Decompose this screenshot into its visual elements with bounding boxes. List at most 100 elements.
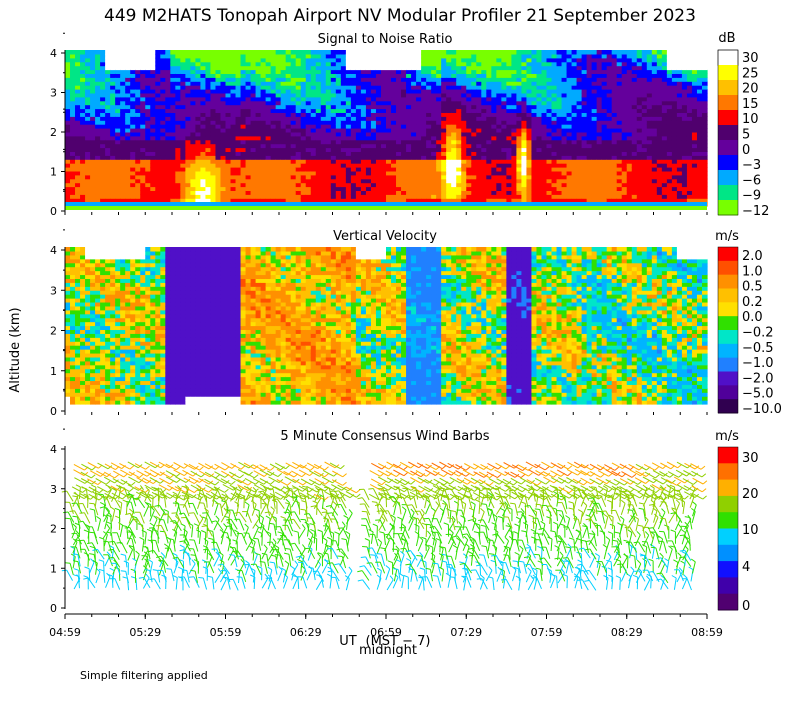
snr-cell xyxy=(506,186,512,191)
snr-cell xyxy=(240,89,247,94)
snr-cell xyxy=(195,53,202,59)
snr-cell xyxy=(265,167,272,172)
snr-cell xyxy=(160,100,166,106)
snr-cell xyxy=(451,120,457,125)
snr-cell xyxy=(386,65,392,71)
snr-cell xyxy=(230,112,237,117)
snr-cell xyxy=(365,108,372,113)
snr-cell xyxy=(130,143,136,149)
snr-cell xyxy=(476,65,482,71)
snr-cell xyxy=(631,155,638,160)
snr-cell xyxy=(295,198,302,203)
snr-cell xyxy=(280,163,287,168)
snr-panel-title: Signal to Noise Ratio xyxy=(318,32,453,47)
snr-cell xyxy=(270,89,277,94)
snr-cell xyxy=(676,174,683,180)
snr-cell xyxy=(170,131,176,137)
snr-cell xyxy=(95,89,101,94)
snr-cell xyxy=(150,120,156,125)
snr-cell xyxy=(436,124,442,129)
snr-cell xyxy=(536,147,543,152)
snr-cell xyxy=(105,190,111,195)
snr-cell xyxy=(110,139,116,145)
snr-cell xyxy=(666,108,673,113)
snr-cell xyxy=(235,104,242,110)
snr-cell xyxy=(140,170,146,176)
snr-cell xyxy=(461,190,467,195)
snr-cell xyxy=(571,73,578,78)
snr-cell xyxy=(380,174,387,180)
snr-cell xyxy=(456,61,462,67)
snr-cell xyxy=(451,65,457,71)
snr-cell xyxy=(230,186,237,191)
snr-cell xyxy=(180,190,186,195)
snr-cell xyxy=(586,198,593,203)
snr-cell xyxy=(365,69,372,74)
snr-cell xyxy=(501,178,507,184)
snr-cell xyxy=(240,92,247,98)
snr-cell xyxy=(426,186,432,191)
snr-cell xyxy=(621,139,628,145)
snr-cell xyxy=(380,167,387,172)
snr-cell xyxy=(676,116,683,121)
snr-cell xyxy=(215,100,222,106)
snr-cell xyxy=(496,104,502,110)
snr-cell xyxy=(611,174,618,180)
snr-cell xyxy=(350,143,357,149)
snr-cell xyxy=(375,124,382,129)
snr-cell xyxy=(185,96,191,102)
snr-cell xyxy=(95,198,101,203)
snr-cell xyxy=(681,170,688,176)
snr-cell xyxy=(641,128,648,133)
snr-cell xyxy=(606,178,613,184)
snr-cell xyxy=(340,151,347,156)
snr-cell xyxy=(125,131,131,137)
snr-cell xyxy=(436,131,442,137)
snr-cell xyxy=(451,73,457,78)
snr-cell xyxy=(245,104,252,110)
snr-cell xyxy=(160,124,166,129)
snr-cell xyxy=(591,174,598,180)
snr-cell xyxy=(536,73,543,78)
snr-cell xyxy=(290,65,297,71)
snr-cell xyxy=(115,61,121,67)
snr-cell xyxy=(125,89,131,94)
snr-cell xyxy=(681,100,688,106)
snr-cell xyxy=(581,159,588,164)
snr-cell xyxy=(100,135,106,141)
snr-cell xyxy=(391,53,397,59)
snr-cell xyxy=(315,53,322,59)
snr-cell xyxy=(370,135,377,141)
snr-cell xyxy=(461,112,467,117)
snr-cell xyxy=(681,147,688,152)
snr-cell xyxy=(616,69,623,74)
snr-cell xyxy=(516,155,523,160)
snr-cell xyxy=(220,174,227,180)
snr-cell xyxy=(250,120,257,125)
snr-cell xyxy=(240,104,247,110)
snr-cell xyxy=(320,186,327,191)
snr-cell xyxy=(621,73,628,78)
snr-cell xyxy=(576,139,583,145)
snr-cell xyxy=(270,182,277,188)
snr-cell xyxy=(245,112,252,117)
snr-cell xyxy=(370,186,377,191)
snr-cell xyxy=(250,116,257,121)
snr-cell xyxy=(526,182,533,188)
snr-cell xyxy=(671,174,678,180)
snr-cell xyxy=(421,131,427,137)
snr-cell xyxy=(120,147,126,152)
snr-cell xyxy=(401,112,407,117)
snr-cell xyxy=(225,96,232,102)
snr-cell xyxy=(200,128,207,133)
snr-cell xyxy=(636,174,643,180)
snr-cell xyxy=(110,96,116,102)
snr-cell xyxy=(536,135,543,141)
snr-cell xyxy=(581,151,588,156)
snr-cell xyxy=(220,190,227,195)
snr-cell xyxy=(441,81,447,86)
snr-cell xyxy=(576,198,583,203)
snr-cell xyxy=(285,81,292,86)
snr-cell xyxy=(576,108,583,113)
snr-cell xyxy=(370,108,377,113)
